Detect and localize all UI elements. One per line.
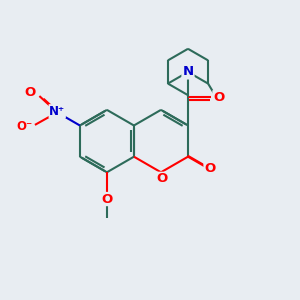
Text: O: O <box>102 193 113 206</box>
Text: N⁺: N⁺ <box>49 105 65 118</box>
Text: O: O <box>204 162 215 175</box>
Text: O⁻: O⁻ <box>16 120 33 133</box>
Text: O: O <box>25 86 36 99</box>
Text: O: O <box>157 172 168 185</box>
Text: O: O <box>213 91 224 104</box>
Text: N: N <box>182 65 194 79</box>
